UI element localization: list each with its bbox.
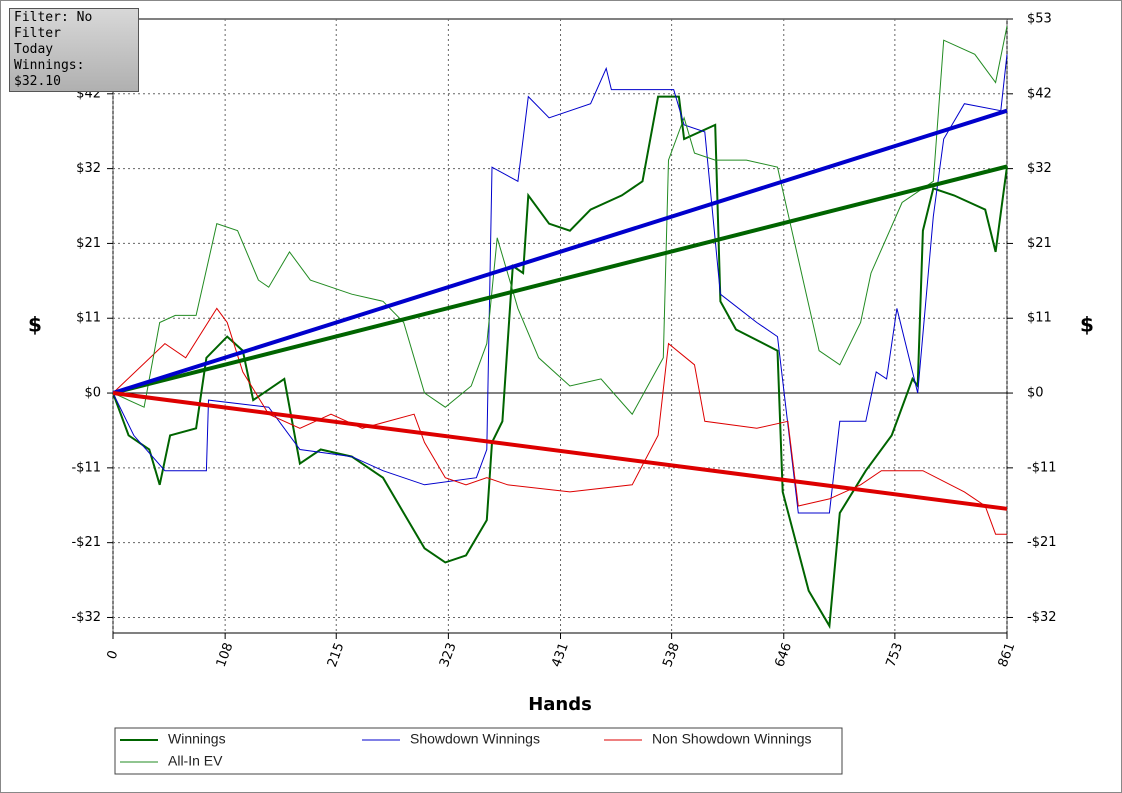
y2-tick-label: -$32 — [1027, 610, 1057, 625]
y2-tick-label: $21 — [1027, 236, 1052, 251]
y-tick-label: -$11 — [71, 460, 101, 475]
series-line — [112, 307, 1007, 535]
y-tick-label: -$21 — [71, 535, 101, 550]
y-tick-label: $21 — [76, 236, 101, 251]
y2-tick-label: $32 — [1027, 161, 1052, 176]
y2-tick-label: -$11 — [1027, 460, 1057, 475]
legend-label: Non Showdown Winnings — [652, 731, 812, 747]
trend-line — [112, 391, 1008, 511]
series-line — [112, 54, 1008, 514]
y-tick-label: $0 — [84, 386, 101, 401]
x-tick-label: 646 — [772, 641, 795, 669]
x-tick-label: 753 — [884, 641, 907, 669]
y-tick-label: $32 — [76, 161, 101, 176]
info-box: Filter: No Filter Today Winnings: $32.10 — [9, 8, 139, 92]
x-tick-label: 215 — [325, 641, 348, 669]
y-tick-label: -$32 — [71, 610, 101, 625]
legend-label: All-In EV — [168, 753, 223, 769]
series-line — [112, 95, 1008, 630]
x-tick-label: 431 — [549, 641, 572, 669]
y2-tick-label: -$21 — [1027, 535, 1057, 550]
y2-tick-label: $53 — [1027, 12, 1052, 27]
x-tick-label: 538 — [660, 641, 683, 669]
legend-label: Winnings — [168, 731, 226, 747]
legend-label: Showdown Winnings — [410, 731, 540, 747]
info-line: Winnings: $32.10 — [14, 58, 85, 89]
x-tick-label: 108 — [214, 641, 237, 669]
info-line: Today — [14, 42, 54, 57]
x-tick-label: 0 — [105, 649, 122, 662]
x-tick-label: 861 — [996, 641, 1019, 669]
y2-tick-label: $0 — [1027, 386, 1044, 401]
y2-tick-label: $11 — [1027, 311, 1052, 326]
y2-tick-label: $42 — [1027, 86, 1052, 101]
trend-line — [112, 164, 1008, 395]
x-axis-label: Hands — [528, 694, 592, 715]
y2-axis-label: $ — [1080, 313, 1094, 337]
trend-line — [112, 108, 1008, 395]
x-tick-label: 323 — [437, 641, 460, 669]
y-tick-label: $11 — [76, 311, 101, 326]
legend — [114, 727, 843, 775]
info-line: Filter: No Filter — [14, 10, 93, 41]
y-axis-label: $ — [28, 313, 42, 337]
plot-area — [112, 18, 1008, 634]
series-line — [112, 26, 1008, 416]
